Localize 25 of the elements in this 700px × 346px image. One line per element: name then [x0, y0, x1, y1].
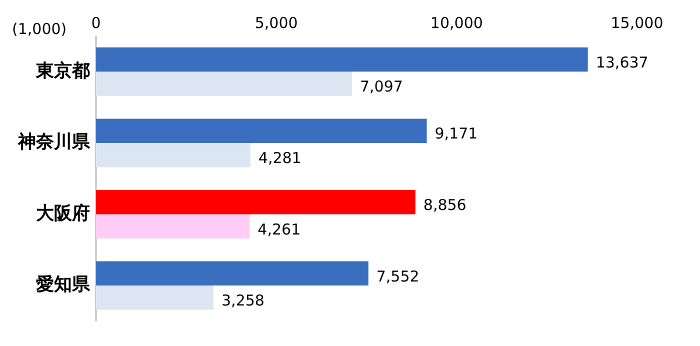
- data-label: 13,637: [596, 53, 648, 72]
- y-tick-label: 大阪府: [35, 202, 90, 224]
- y-tick-label: 神奈川県: [17, 132, 91, 153]
- y-tick-label: 東京都: [35, 60, 90, 82]
- x-tick-label: 15,000: [610, 14, 664, 32]
- data-label: 3,258: [222, 292, 264, 310]
- x-tick-label: 5,000: [254, 14, 298, 32]
- bar: [96, 286, 214, 310]
- x-tick-label: 0: [91, 14, 101, 32]
- bar: [96, 142, 250, 168]
- bar: [96, 214, 250, 238]
- bar: [96, 72, 352, 96]
- text: (1,000): [12, 20, 67, 38]
- data-label: 7,552: [376, 267, 420, 286]
- data-label: 4,281: [258, 148, 302, 167]
- bar: [96, 47, 588, 72]
- data-label: 8,856: [423, 196, 466, 214]
- y-tick-label: 愛知県: [36, 274, 91, 296]
- bar: [96, 261, 368, 286]
- data-label: 7,097: [360, 78, 403, 96]
- bar: [96, 118, 427, 143]
- data-label: 9,171: [434, 124, 478, 143]
- data-label: 4,261: [258, 220, 301, 238]
- x-tick-label: 10,000: [430, 14, 483, 32]
- bar: [96, 190, 416, 214]
